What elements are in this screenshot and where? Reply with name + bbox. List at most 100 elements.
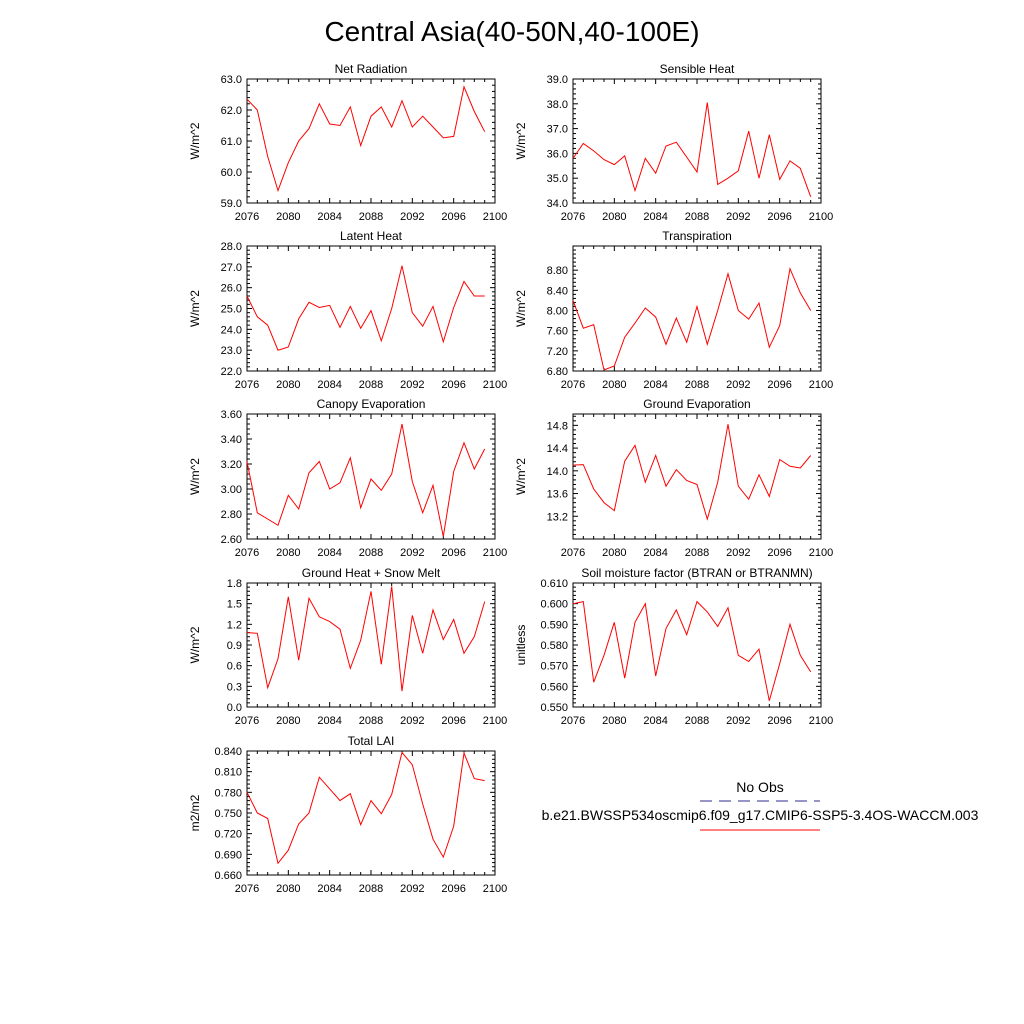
x-tick-label: 2088 (359, 211, 383, 223)
x-tick-label: 2080 (602, 547, 626, 559)
y-tick-label: 14.8 (547, 420, 568, 432)
y-tick-label: 25.0 (221, 304, 242, 316)
panel-title: Soil moisture factor (BTRAN or BTRANMN) (581, 566, 812, 580)
y-tick-label: 62.0 (221, 105, 242, 117)
series-line (572, 600, 812, 701)
y-tick-label: 0.560 (540, 681, 568, 693)
x-tick-label: 2076 (235, 379, 259, 391)
x-tick-label: 2092 (726, 379, 750, 391)
x-tick-label: 2080 (276, 715, 300, 727)
x-tick-label: 2088 (359, 715, 383, 727)
x-tick-label: 2100 (809, 547, 833, 559)
series-line (246, 265, 485, 351)
x-tick-label: 2096 (441, 547, 465, 559)
panel-title: Ground Heat + Snow Melt (302, 566, 441, 580)
plot-frame (246, 413, 496, 540)
x-tick-label: 2084 (317, 211, 341, 223)
plot-frame (246, 78, 496, 204)
y-tick-label: 0.590 (540, 619, 568, 631)
x-tick-label: 2092 (400, 883, 424, 895)
x-tick-label: 2100 (483, 211, 507, 223)
x-tick-label: 2096 (767, 547, 791, 559)
y-tick-label: 59.0 (221, 198, 242, 210)
x-tick-label: 2088 (685, 379, 709, 391)
y-tick-label: 34.0 (547, 198, 568, 210)
plot-frame (246, 582, 496, 708)
x-tick-label: 2084 (317, 547, 341, 559)
y-tick-label: 0.570 (540, 661, 568, 673)
panel-title: Canopy Evaporation (317, 397, 426, 411)
y-tick-label: 0.840 (214, 746, 242, 758)
series-line (246, 85, 486, 193)
y-tick-label: 2.80 (221, 509, 242, 521)
y-tick-label: 61.0 (221, 136, 242, 148)
legend-obs-label: No Obs (736, 779, 783, 795)
x-tick-label: 2100 (483, 379, 507, 391)
x-tick-label: 2080 (276, 211, 300, 223)
x-tick-label: 2076 (561, 211, 585, 223)
series-line (246, 751, 485, 865)
y-axis-label: W/m^2 (514, 290, 528, 327)
y-tick-label: 7.20 (547, 346, 568, 358)
x-tick-label: 2084 (643, 379, 667, 391)
series-line (246, 423, 486, 537)
y-tick-label: 1.2 (227, 619, 242, 631)
y-tick-label: 60.0 (221, 167, 242, 179)
x-tick-label: 2088 (359, 883, 383, 895)
x-tick-label: 2096 (441, 715, 465, 727)
y-tick-label: 3.00 (221, 484, 242, 496)
y-tick-label: 3.20 (221, 459, 242, 471)
x-tick-label: 2100 (809, 211, 833, 223)
y-tick-label: 6.80 (547, 366, 568, 378)
y-tick-label: 39.0 (547, 74, 568, 86)
y-tick-label: 0.780 (214, 787, 242, 799)
y-tick-label: 35.0 (547, 173, 568, 185)
panel-total-lai: Total LAI m2/m2 2076 2080 2084 2088 2092 2096 21… (188, 734, 507, 895)
x-tick-label: 2092 (400, 211, 424, 223)
y-tick-label: 1.8 (227, 578, 242, 590)
y-tick-label: 38.0 (547, 99, 568, 111)
panel-title: Sensible Heat (660, 62, 735, 76)
y-axis-label: W/m^2 (188, 122, 202, 159)
series-line (572, 266, 812, 371)
x-tick-label: 2096 (441, 379, 465, 391)
panel-sensible-heat: Sensible Heat W/m^2 2076 2080 2084 2088 2092 20… (514, 62, 833, 223)
x-tick-label: 2076 (561, 379, 585, 391)
panel-net-radiation: Net Radiation W/m^2 2076 2080 2084 2088 2092 20… (188, 62, 507, 223)
y-tick-label: 1.5 (227, 599, 242, 611)
y-tick-label: 8.40 (547, 285, 568, 297)
y-axis-label: W/m^2 (514, 122, 528, 159)
panel-ground-evaporation: Ground Evaporation W/m^2 2076 2080 2084 2088 2… (514, 397, 833, 559)
x-tick-label: 2092 (726, 547, 750, 559)
x-tick-label: 2092 (400, 379, 424, 391)
x-tick-label: 2084 (643, 715, 667, 727)
y-tick-label: 14.0 (547, 466, 568, 478)
panel-title: Latent Heat (340, 229, 403, 243)
chart-panels: Net Radiation W/m^2 2076 2080 2084 2088 2092 20… (188, 62, 833, 895)
x-tick-label: 2076 (561, 715, 585, 727)
x-tick-label: 2080 (276, 379, 300, 391)
y-tick-label: 3.60 (221, 409, 242, 421)
series-line (572, 424, 812, 521)
y-tick-label: 0.720 (214, 829, 242, 841)
x-tick-label: 2076 (561, 547, 585, 559)
x-tick-label: 2088 (685, 547, 709, 559)
x-tick-label: 2096 (767, 379, 791, 391)
x-tick-label: 2096 (767, 715, 791, 727)
x-tick-label: 2096 (441, 211, 465, 223)
plot-frame (246, 750, 496, 876)
x-tick-label: 2080 (276, 883, 300, 895)
y-tick-label: 22.0 (221, 366, 242, 378)
x-tick-label: 2080 (276, 547, 300, 559)
x-tick-label: 2100 (483, 715, 507, 727)
x-tick-label: 2076 (235, 715, 259, 727)
x-tick-label: 2084 (317, 379, 341, 391)
panel-title: Total LAI (348, 734, 395, 748)
panel-canopy-evaporation: Canopy Evaporation W/m^2 2076 2080 2084 2088 2… (188, 397, 507, 559)
x-tick-label: 2100 (809, 379, 833, 391)
y-tick-label: 28.0 (221, 241, 242, 253)
x-tick-label: 2080 (602, 715, 626, 727)
y-tick-label: 13.6 (547, 489, 568, 501)
y-tick-label: 14.4 (547, 443, 568, 455)
